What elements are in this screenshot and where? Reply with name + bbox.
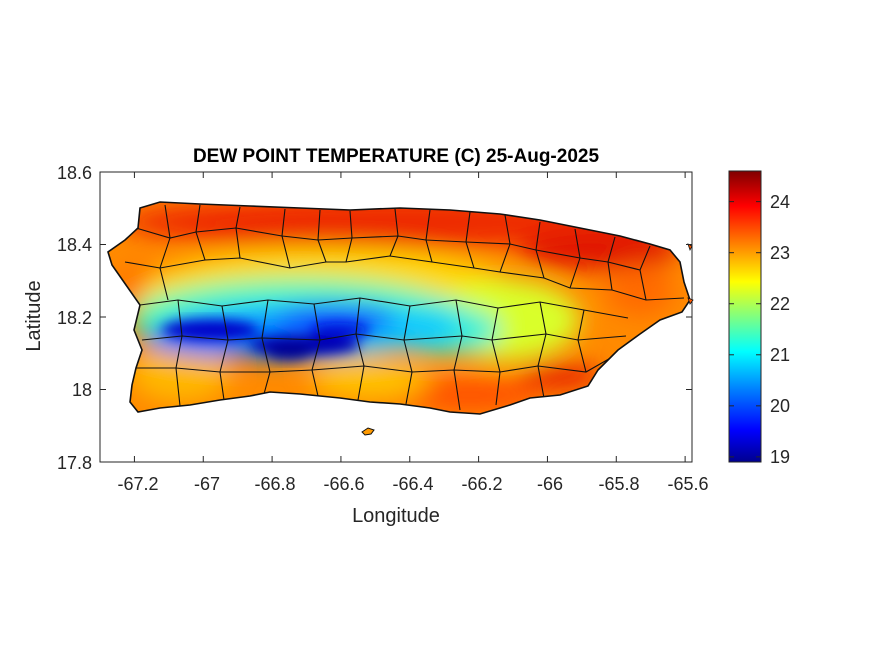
chart-title: DEW POINT TEMPERATURE (C) 25-Aug-2025 <box>193 146 600 167</box>
y-tick-labels: 18.6 18.4 18.2 18 17.8 <box>57 163 92 473</box>
y-tick-label: 18.4 <box>57 235 92 255</box>
x-tick-label: -65.8 <box>598 474 639 494</box>
caja-de-muertos-island <box>361 427 375 436</box>
colorbar-tick-marks <box>729 201 761 458</box>
y-tick-label: 18.2 <box>57 308 92 328</box>
y-tick-label: 17.8 <box>57 453 92 473</box>
colorbar: 24 23 22 21 20 19 <box>728 170 790 467</box>
islet-southeast <box>687 297 694 305</box>
dewpoint-field <box>108 202 690 414</box>
y-tick-label: 18 <box>72 380 92 400</box>
colorbar-tick-label: 20 <box>770 396 790 416</box>
x-tick-label: -66.4 <box>392 474 433 494</box>
x-tick-label: -67.2 <box>117 474 158 494</box>
x-tick-labels: -67.2 -67 -66.8 -66.6 -66.4 -66.2 -66 -6… <box>117 474 708 494</box>
colorbar-tick-label: 21 <box>770 345 790 365</box>
y-tick-marks <box>100 171 692 463</box>
y-tick-label: 18.6 <box>57 163 92 183</box>
colorbar-tick-label: 22 <box>770 294 790 314</box>
x-axis-label: Longitude <box>352 505 440 527</box>
colorbar-tick-label: 23 <box>770 243 790 263</box>
colorbar-gradient <box>728 170 762 463</box>
x-tick-label: -65.6 <box>667 474 708 494</box>
municipal-boundaries <box>124 204 685 411</box>
x-tick-label: -66.2 <box>461 474 502 494</box>
x-tick-marks <box>133 172 686 462</box>
x-tick-label: -66.6 <box>323 474 364 494</box>
y-axis-label: Latitude <box>23 280 45 351</box>
x-tick-label: -66 <box>537 474 563 494</box>
colorbar-tick-label: 19 <box>770 447 790 467</box>
x-tick-label: -66.8 <box>254 474 295 494</box>
colorbar-tick-label: 24 <box>770 192 790 212</box>
x-tick-label: -67 <box>194 474 220 494</box>
